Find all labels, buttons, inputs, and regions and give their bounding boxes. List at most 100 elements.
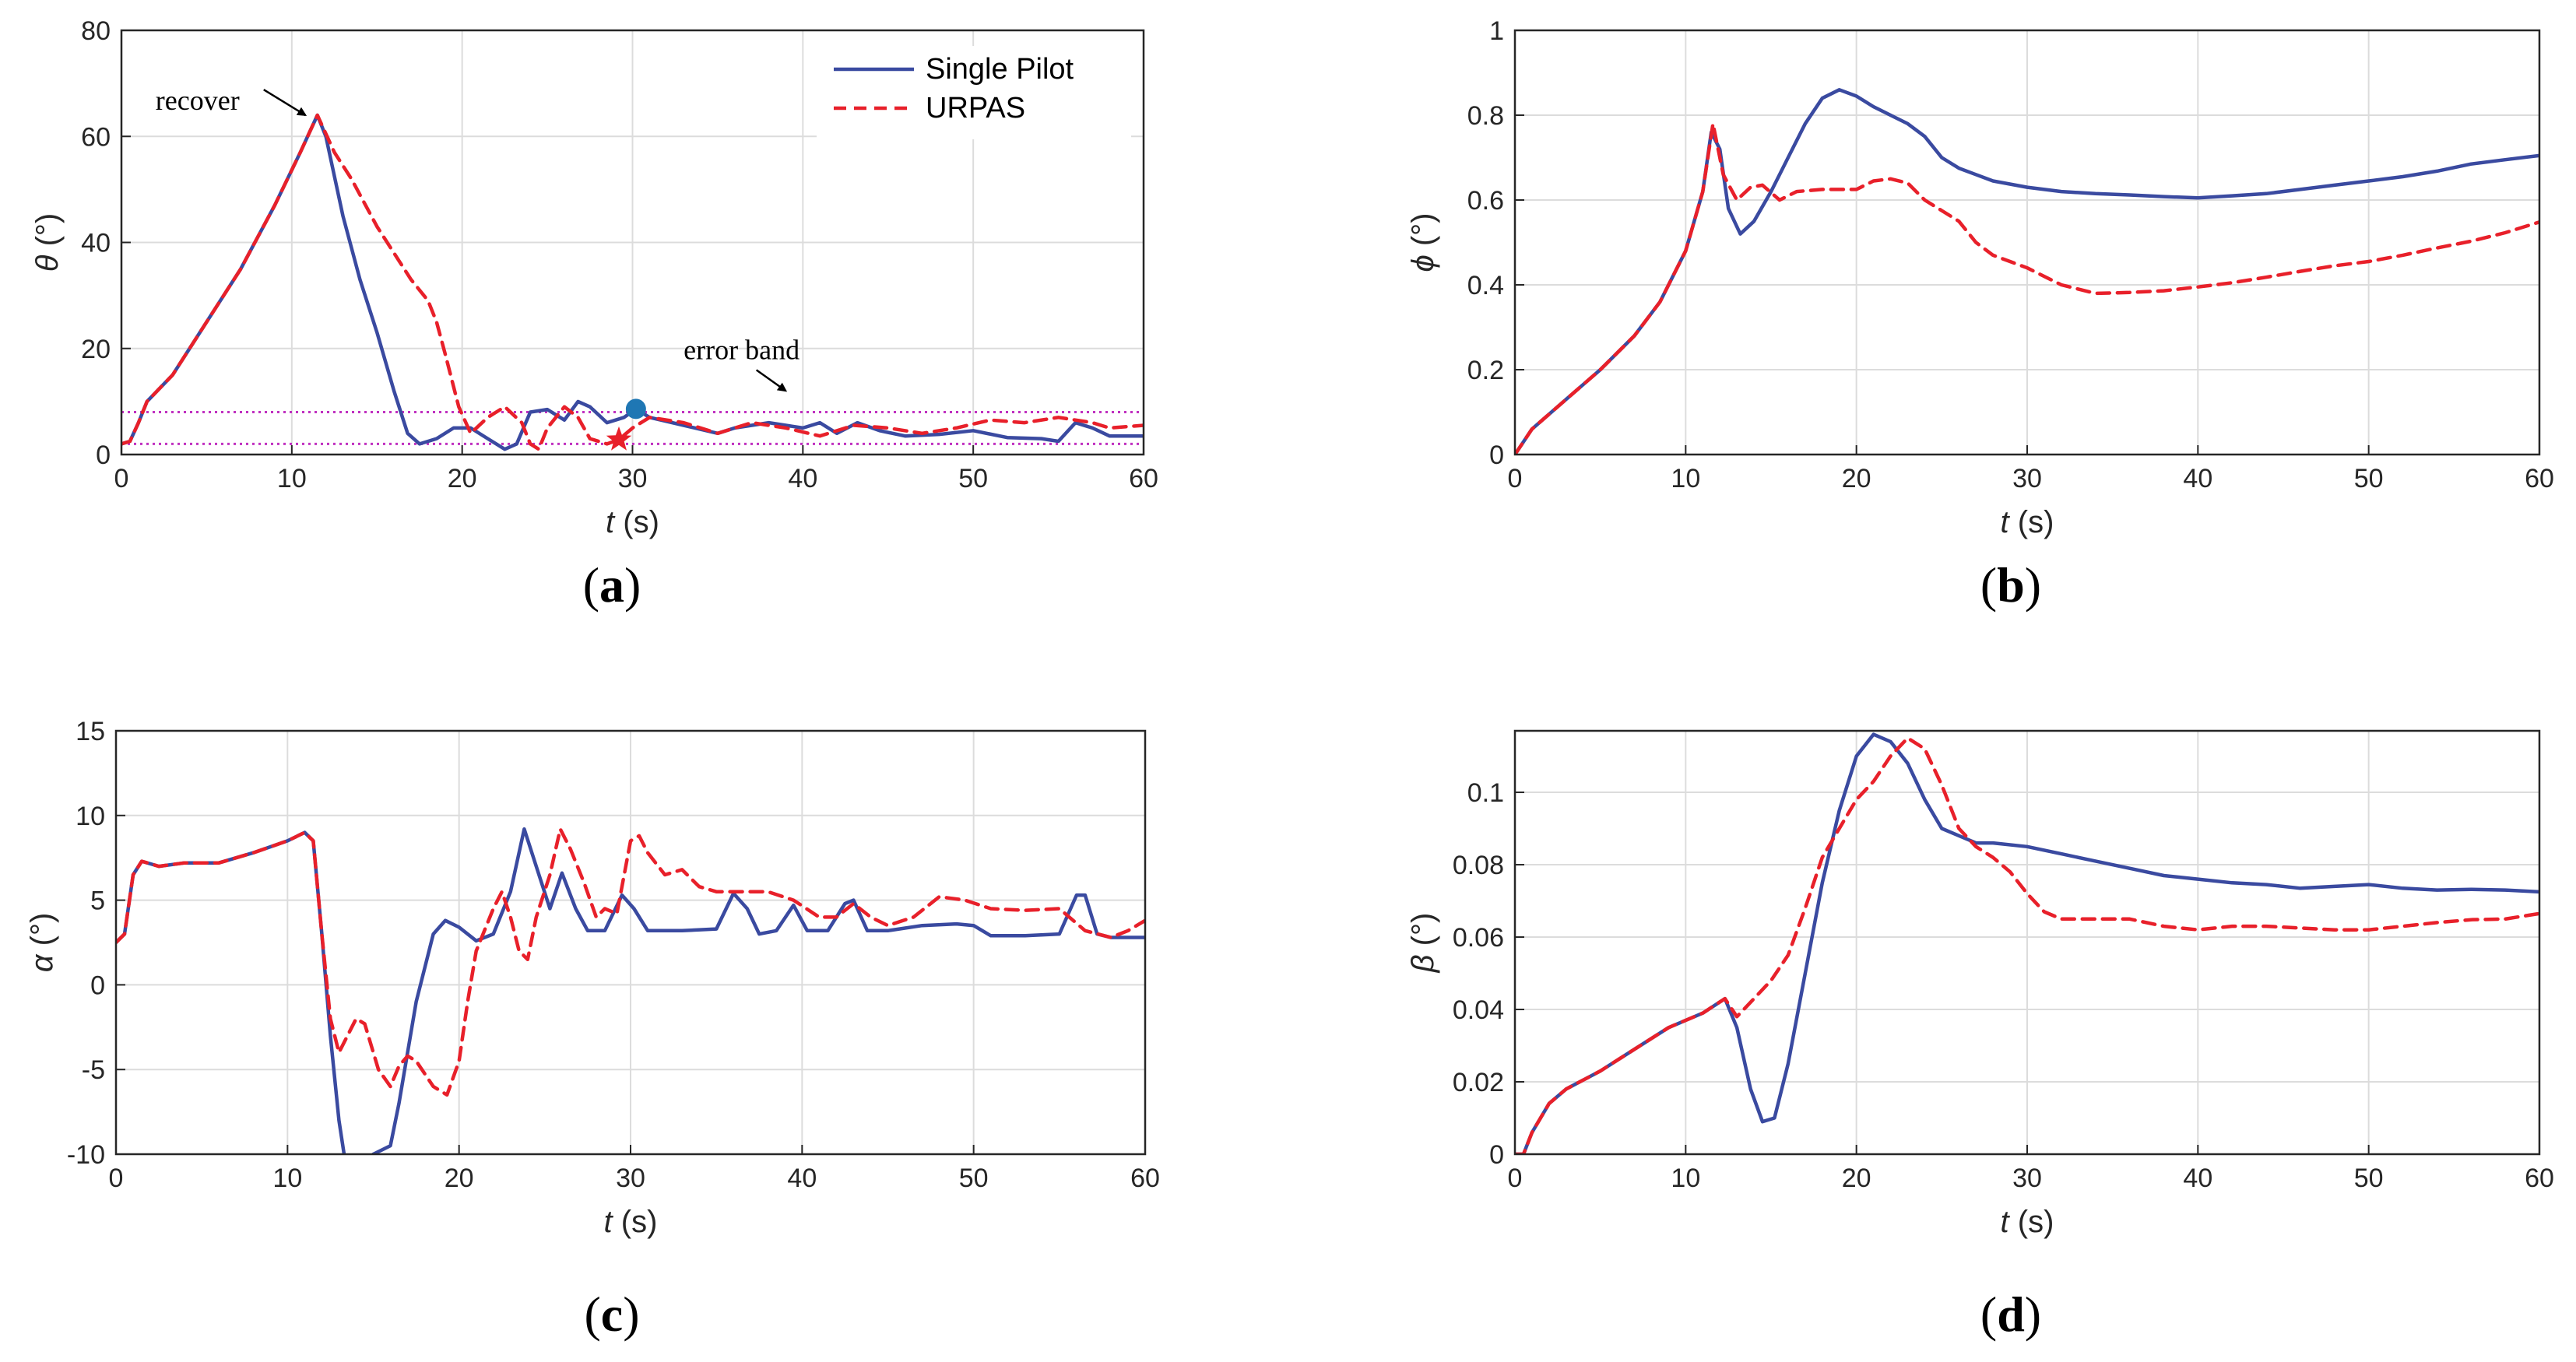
x-tick-label: 10: [277, 464, 307, 493]
legend-label: Single Pilot: [926, 53, 1074, 86]
x-tick-label: 60: [1130, 1164, 1160, 1193]
x-tick-label: 20: [1842, 464, 1871, 493]
x-tick-label: 10: [1671, 464, 1700, 493]
y-tick-label: 10: [76, 802, 105, 831]
y-axis-var: β: [1406, 954, 1440, 973]
series-group: [1515, 732, 2539, 1154]
x-tick-label: 0: [1508, 1164, 1523, 1193]
y-axis-label: θ (°): [30, 213, 65, 272]
x-axis-label: t (s): [604, 1205, 658, 1239]
y-tick-label: 0: [96, 441, 111, 470]
legend-label: URPAS: [926, 92, 1025, 125]
x-tick-label: 10: [1671, 1164, 1700, 1193]
chart-c: 0 10 20 30 40 50 60 -10 -5 0 5 10 15 t (s) α (°) (c): [25, 717, 1160, 1342]
x-axis-label: t (s): [606, 505, 659, 539]
panel-label: (c): [584, 1287, 639, 1342]
x-tick-label: 0: [109, 1164, 124, 1193]
y-axis-label: ϕ (°): [1406, 213, 1440, 272]
x-tick-label: 0: [114, 464, 129, 493]
x-tick-label: 30: [616, 1164, 645, 1193]
y-tick-label: 0: [1489, 1140, 1504, 1170]
x-tick-label: 60: [2525, 464, 2554, 493]
series-group: [121, 113, 1144, 451]
annotation-label: recover: [156, 85, 240, 116]
x-axis-unit: (s): [613, 1205, 658, 1239]
panel-label: (b): [1980, 557, 2041, 613]
x-tick-label: 20: [448, 464, 477, 493]
x-tick-label: 20: [445, 1164, 474, 1193]
y-tick-label: 0.06: [1453, 923, 1504, 953]
x-tick-label: 40: [788, 464, 817, 493]
y-tick-label: 0.04: [1453, 995, 1504, 1025]
marker-dot: [625, 398, 646, 419]
y-axis-unit: (°): [25, 913, 59, 955]
y-tick-label: 0: [90, 971, 105, 1000]
y-tick-label: 0.02: [1453, 1068, 1504, 1097]
x-tick-label: 50: [958, 464, 988, 493]
series-line-urpas: [116, 827, 1145, 1097]
y-tick-label: 1: [1489, 16, 1504, 46]
y-tick-label: 5: [90, 886, 105, 916]
series-line-urpas: [1515, 121, 2539, 455]
panel-label: (a): [583, 557, 641, 613]
y-tick-label: 0.1: [1467, 778, 1504, 808]
annotation-arrow: [755, 369, 788, 392]
series-line-urpas: [121, 113, 1144, 451]
x-tick-label: 40: [787, 1164, 817, 1193]
x-tick-label: 20: [1842, 1164, 1871, 1193]
x-axis-unit: (s): [614, 505, 659, 539]
x-tick-label: 60: [1129, 464, 1158, 493]
chart-d: 0 10 20 30 40 50 60 0 0.02 0.04 0.06 0.08 0.1 t (s) β …: [1406, 729, 2554, 1342]
y-tick-label: 0.8: [1467, 101, 1504, 131]
series-group: [1515, 88, 2539, 455]
y-axis-unit: (°): [30, 213, 65, 255]
y-tick-label: 40: [81, 229, 111, 258]
y-axis-label: β (°): [1406, 913, 1440, 974]
x-axis-label: t (s): [2001, 1205, 2054, 1239]
x-axis-unit: (s): [2009, 1205, 2054, 1239]
x-tick-label: 10: [272, 1164, 302, 1193]
y-tick-label: 0.4: [1467, 271, 1504, 300]
y-axis-var: α: [25, 953, 59, 972]
x-axis-label: t (s): [2001, 505, 2054, 539]
series-line-urpas: [1515, 736, 2539, 1154]
x-tick-label: 30: [2012, 1164, 2042, 1193]
y-axis-label: α (°): [25, 913, 59, 973]
annotation-arrow: [263, 89, 308, 117]
y-tick-label: 0.6: [1467, 186, 1504, 216]
x-tick-label: 40: [2183, 464, 2212, 493]
y-tick-label: 20: [81, 335, 111, 364]
x-tick-label: 40: [2183, 1164, 2212, 1193]
x-tick-label: 50: [959, 1164, 989, 1193]
x-tick-label: 0: [1508, 464, 1523, 493]
y-tick-label: 0.2: [1467, 356, 1504, 385]
annotation-label: error band: [684, 334, 800, 365]
x-tick-label: 30: [2012, 464, 2042, 493]
x-axis-var: t: [2001, 505, 2011, 539]
panel-label: (d): [1980, 1287, 2041, 1342]
legend-box: [817, 46, 1131, 139]
x-axis-var: t: [604, 1205, 614, 1239]
x-axis-var: t: [606, 505, 616, 539]
x-tick-label: 30: [618, 464, 648, 493]
series-group: [116, 827, 1145, 1154]
y-tick-label: 0.08: [1453, 851, 1504, 880]
marker-star: [606, 426, 632, 451]
x-axis-var: t: [2001, 1205, 2011, 1239]
y-axis-unit: (°): [1406, 913, 1440, 955]
chart-b: 0 10 20 30 40 50 60 0 0.2 0.4 0.6 0.8 1 t (s) ϕ (°) (b): [1406, 16, 2554, 613]
x-axis-unit: (s): [2009, 505, 2054, 539]
y-tick-label: 15: [76, 717, 105, 746]
series-line-single-pilot: [121, 113, 1144, 451]
chart-a: 0 10 20 30 40 50 60 0 20 40 60 80 t (s) θ (°) (a) recov…: [30, 16, 1158, 613]
legend: Single Pilot URPAS: [817, 46, 1131, 139]
y-tick-label: 60: [81, 122, 111, 152]
y-tick-label: 0: [1489, 441, 1504, 470]
y-tick-label: 80: [81, 16, 111, 46]
series-line-single-pilot: [1515, 88, 2539, 455]
x-tick-label: 50: [2354, 1164, 2384, 1193]
y-axis-var: θ: [30, 254, 65, 272]
x-tick-label: 50: [2354, 464, 2384, 493]
x-tick-label: 60: [2525, 1164, 2554, 1193]
